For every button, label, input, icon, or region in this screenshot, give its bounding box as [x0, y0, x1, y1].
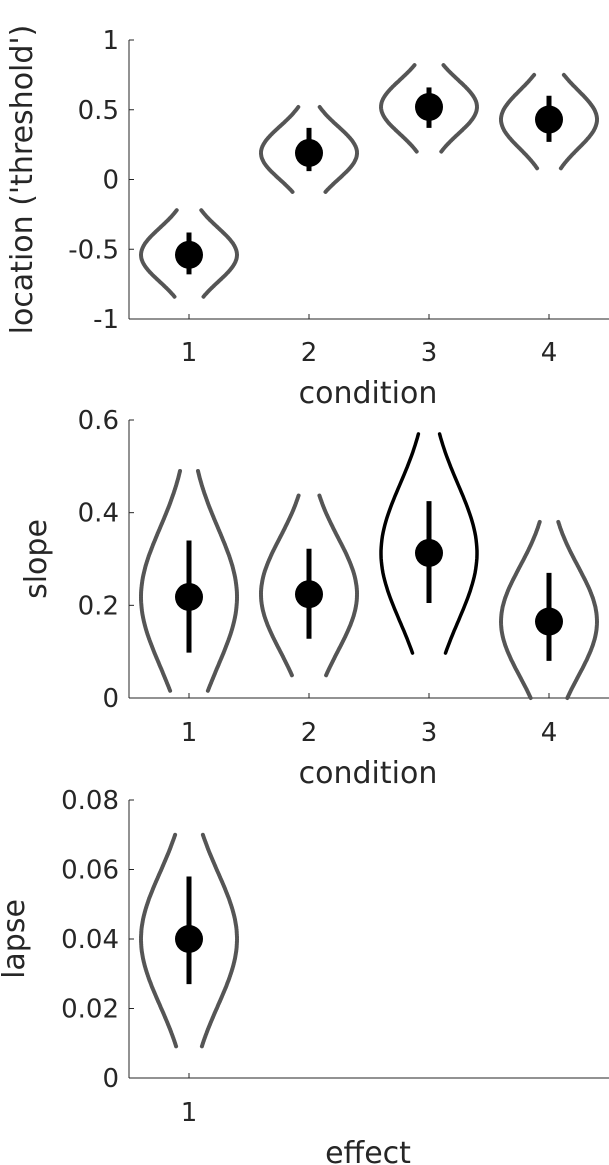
x-tick-label: 4 — [541, 338, 558, 368]
y-tick-label: 0.4 — [78, 499, 119, 529]
violin-right-edge — [199, 832, 239, 1049]
violin-left-edge — [378, 63, 419, 154]
panel-lapse: 0 0.02 0.04 0.06 0.08 1 effect lapse — [0, 786, 609, 1165]
x-axis-label: effect — [325, 1136, 411, 1165]
violin-left-edge — [379, 432, 421, 655]
x-tick-label: 1 — [181, 1098, 198, 1128]
x-axis-label: condition — [299, 376, 438, 411]
panel-slope: 0 0.2 0.4 0.6 1 2 3 4 condition slope — [19, 406, 609, 791]
violin-right-edge — [556, 519, 600, 700]
y-tick-label: 0.06 — [61, 856, 119, 886]
y-tick-label: 0.6 — [78, 406, 119, 436]
y-tick-label: 0.08 — [61, 786, 119, 816]
violin-left-edge — [139, 469, 182, 693]
violin-right-edge — [437, 432, 479, 655]
panel-location: -1 -0.5 0 0.5 1 1 2 3 4 condition location ('thres… — [5, 25, 609, 411]
violin-right-edge — [199, 208, 240, 299]
violin-left-edge — [499, 72, 540, 171]
x-tick-label: 3 — [421, 338, 438, 368]
violin-right-edge — [317, 493, 359, 679]
violin-right-edge — [196, 469, 239, 693]
violin-left-edge — [498, 519, 542, 700]
violin-left-edge — [139, 832, 179, 1049]
y-tick-label: 0.2 — [78, 591, 119, 621]
violin-left-edge — [138, 208, 179, 299]
y-tick-label: -0.5 — [68, 235, 119, 265]
violin-left-edge — [259, 105, 301, 195]
x-tick-label: 1 — [181, 718, 198, 748]
x-tick-label: 2 — [301, 718, 318, 748]
mean-point — [175, 582, 203, 611]
mean-point — [295, 580, 323, 609]
x-axis-label: condition — [299, 756, 438, 791]
y-tick-label: 0.5 — [78, 96, 119, 126]
violin-left-edge — [259, 493, 301, 679]
violin-right-edge — [558, 72, 599, 171]
x-tick-label: 1 — [181, 338, 198, 368]
mean-point — [295, 138, 323, 167]
mean-point — [535, 105, 563, 134]
mean-point — [175, 925, 203, 953]
y-tick-label: -1 — [93, 305, 119, 335]
y-tick-label: 0.02 — [61, 995, 119, 1025]
x-tick-label: 3 — [421, 718, 438, 748]
violin-right-edge — [439, 63, 480, 154]
y-tick-label: 0 — [102, 1064, 119, 1094]
violin-right-edge — [317, 105, 359, 195]
y-tick-label: 0 — [102, 684, 119, 714]
y-axis-label: lapse — [0, 899, 32, 979]
x-tick-label: 4 — [541, 718, 558, 748]
y-tick-label: 0 — [102, 166, 119, 196]
mean-point — [415, 538, 443, 567]
mean-point — [535, 607, 563, 636]
y-tick-label: 1 — [102, 26, 119, 56]
mean-point — [175, 240, 203, 269]
y-axis-label: location ('threshold') — [5, 25, 40, 335]
mean-point — [415, 92, 443, 121]
y-axis-label: slope — [19, 519, 54, 599]
x-tick-label: 2 — [301, 338, 318, 368]
y-tick-label: 0.04 — [61, 925, 119, 955]
